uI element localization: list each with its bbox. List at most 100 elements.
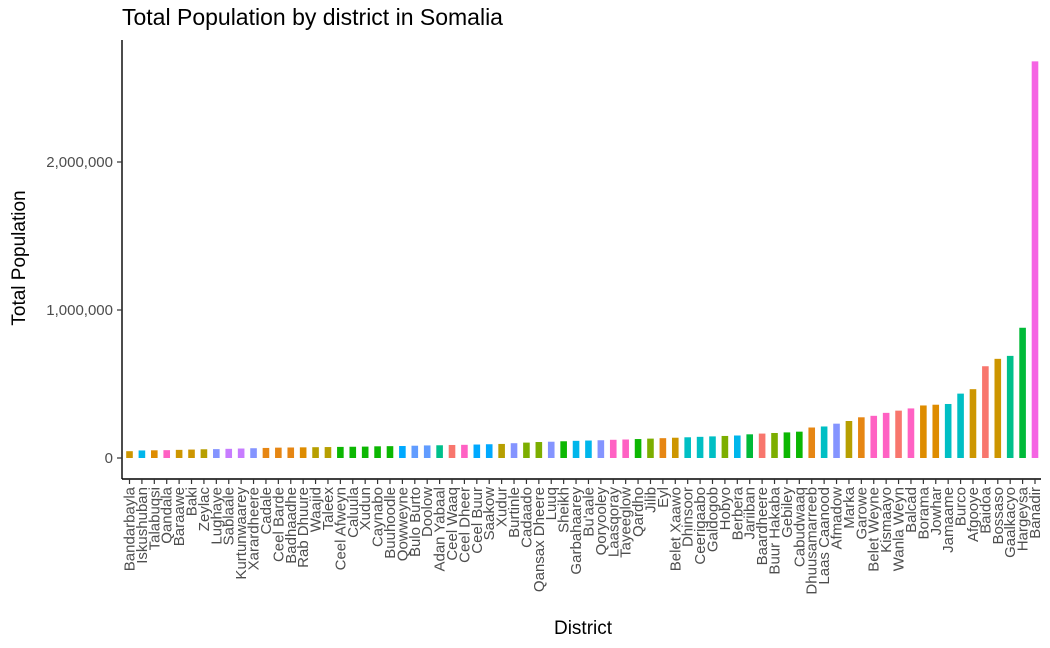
bar <box>151 450 158 458</box>
bar <box>337 446 344 458</box>
x-tick-label: Kurtunwaarey <box>233 487 250 580</box>
bar <box>361 446 369 458</box>
bar <box>448 444 456 458</box>
bar <box>262 447 270 458</box>
x-tick-label: Kismaayo <box>878 487 895 553</box>
bar <box>473 444 481 458</box>
bar <box>758 433 766 458</box>
bar <box>696 436 704 458</box>
y-tick-label: 2,000,000 <box>46 154 113 171</box>
bar <box>436 445 443 458</box>
bar <box>299 447 307 458</box>
bar <box>585 440 592 458</box>
bar <box>324 447 332 458</box>
x-tick-label: Afgooye <box>965 487 982 542</box>
x-tick-label: Ceel Afweyn <box>332 487 349 570</box>
x-tick-label: Talabuqsi <box>146 487 163 550</box>
x-tick-label: Qoryooley <box>593 487 610 556</box>
x-tick-label: Buur Hakaba <box>767 486 784 574</box>
bar <box>399 446 406 458</box>
x-tick-label: Berbera <box>729 486 746 540</box>
bar <box>374 446 381 458</box>
bar <box>671 437 679 458</box>
bar <box>721 435 729 458</box>
x-tick-label: Gaalkacyo <box>1002 487 1019 558</box>
x-tick-label: Marka <box>841 486 858 528</box>
bar <box>709 436 716 458</box>
bar <box>982 366 989 458</box>
x-tick-label: Luuq <box>543 487 560 520</box>
bar <box>796 431 803 458</box>
x-tick-label: Ceel Dheer <box>456 487 473 563</box>
bar <box>138 450 146 458</box>
x-tick-label: Sablaale <box>221 487 238 545</box>
bar <box>188 449 195 458</box>
bar <box>907 408 915 458</box>
x-tick-label: Cabudwaaq <box>791 487 808 567</box>
bar <box>771 432 778 458</box>
bar <box>411 445 419 458</box>
x-tick-label: Zeylac <box>196 487 213 532</box>
bar <box>572 440 580 458</box>
x-tick-label: Adan Yabaal <box>432 487 449 572</box>
x-tick-label: Qansax Dheere <box>531 487 548 592</box>
bar <box>634 439 642 458</box>
bar <box>858 417 865 458</box>
x-tick-label: Qandala <box>159 486 176 543</box>
x-tick-label: Jowhar <box>928 487 945 535</box>
x-tick-label: Ceel Waaq <box>444 487 461 561</box>
x-tick-label: Jilib <box>642 487 659 513</box>
x-tick-label: Bu'aale <box>580 487 597 537</box>
bar <box>200 449 208 458</box>
x-tick-label: Banadir <box>1027 487 1044 539</box>
bar <box>498 443 505 458</box>
x-tick-label: Xarardheere <box>246 487 263 570</box>
x-tick-label: Burtinle <box>506 487 523 538</box>
bar <box>647 438 654 458</box>
x-tick-label: Baraawe <box>171 487 188 546</box>
bar <box>609 439 617 458</box>
bar <box>461 444 468 458</box>
x-tick-label: Dhuusamarreeb <box>804 487 821 595</box>
x-tick-label: Wanla Weyn <box>891 487 908 571</box>
bar <box>510 443 518 458</box>
bar <box>535 442 543 458</box>
x-tick-label: Belet Xaawo <box>667 487 684 571</box>
x-tick-label: Gebiley <box>779 487 796 538</box>
x-tick-label: Rab Dhuure <box>295 487 312 568</box>
x-tick-label: Qardho <box>630 487 647 537</box>
bar <box>882 412 890 458</box>
x-tick-label: Ceel Buur <box>469 487 486 554</box>
bar <box>126 451 133 458</box>
x-tick-label: Borama <box>915 486 932 539</box>
x-tick-label: Lughaye <box>208 487 225 545</box>
x-tick-label: Balcad <box>903 487 920 533</box>
x-tick-label: Ceel Barde <box>270 487 287 562</box>
x-tick-label: Laasqoray <box>605 487 622 558</box>
x-tick-label: Caynabo <box>370 487 387 547</box>
x-tick-label: Jamaame <box>940 487 957 553</box>
x-tick-label: Bulo Burto <box>407 487 424 557</box>
bar <box>808 427 816 458</box>
bar <box>944 403 952 458</box>
x-tick-label: Jariiban <box>742 487 759 540</box>
bar <box>175 449 183 458</box>
bar <box>312 447 319 458</box>
x-tick-label: Garowe <box>853 487 870 540</box>
x-tick-label: Sheikh <box>556 487 573 533</box>
x-tick-label: Bossaso <box>990 487 1007 545</box>
x-tick-label: Xudur <box>494 487 511 527</box>
bar <box>870 415 878 458</box>
bar <box>485 444 493 458</box>
x-tick-label: Taleex <box>320 487 337 531</box>
x-tick-label: Galdogob <box>704 487 721 552</box>
x-tick-label: Hobyo <box>717 487 734 530</box>
bar <box>213 449 220 458</box>
bar <box>994 358 1002 458</box>
bar <box>845 421 853 458</box>
x-tick-label: Dhinsoor <box>680 487 697 547</box>
bar <box>746 434 754 458</box>
bar <box>349 446 357 458</box>
bar <box>597 440 605 458</box>
